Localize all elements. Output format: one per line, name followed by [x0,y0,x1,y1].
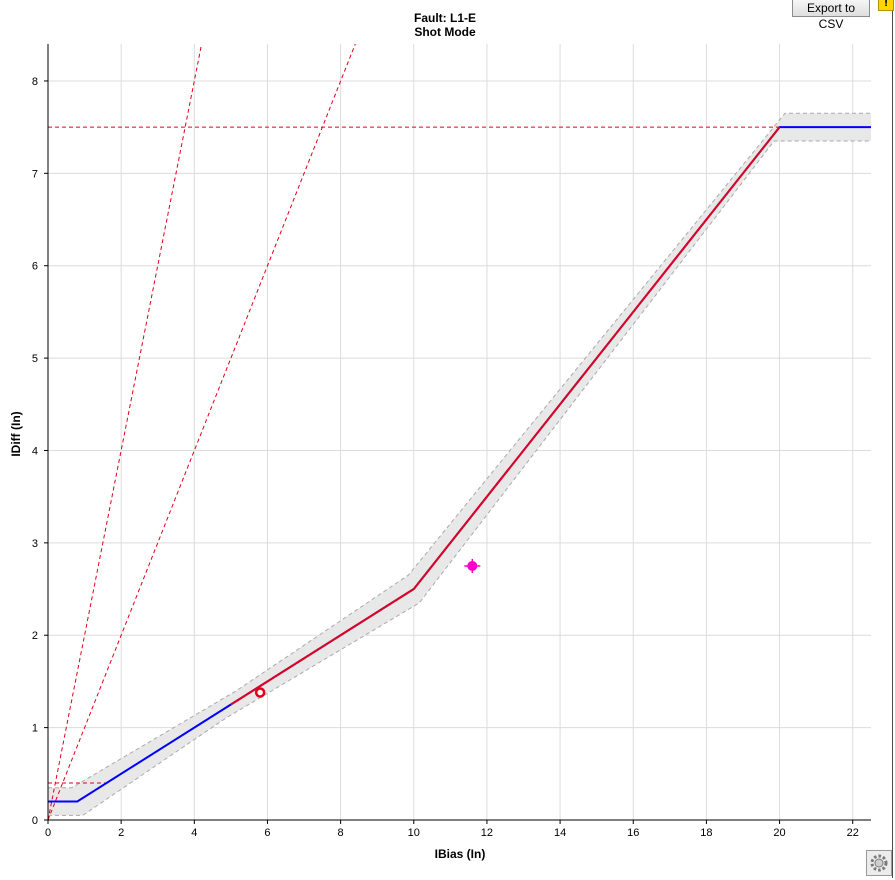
x-tick-label: 6 [264,827,270,839]
x-axis-label: IBias (In) [435,847,486,861]
tolerance-band-lower-edge [48,140,871,816]
y-tick-label: 5 [32,353,38,365]
x-tick-label: 4 [191,827,197,839]
tolerance-band-fill [48,113,871,816]
y-tick-label: 4 [32,445,38,457]
window-edge [892,0,893,878]
y-tick-label: 7 [32,168,38,180]
y-tick-label: 3 [32,538,38,550]
x-tick-label: 14 [554,827,566,839]
x-tick-label: 8 [338,827,344,839]
y-tick-label: 0 [32,815,38,827]
x-tick-label: 18 [700,827,712,839]
test-point-ring [254,687,266,698]
chart-title: Fault: L1-E [414,11,476,25]
export-to-csv-button[interactable]: Export to CSV [792,0,870,31]
settings-button[interactable] [866,850,892,876]
y-tick-label: 1 [32,723,38,735]
test-point-dot [467,560,478,571]
test-point-cross [464,558,481,573]
reference-line [48,44,356,820]
reference-lines [48,44,871,820]
characteristic-line [48,126,871,803]
warning-icon[interactable]: ! [878,0,894,11]
x-tick-label: 0 [45,827,51,839]
y-tick-label: 2 [32,630,38,642]
x-tick-label: 22 [847,827,859,839]
test-points [254,558,481,698]
characteristic-curve [48,126,871,803]
reference-line [48,44,203,820]
highlighted-characteristic-line [230,126,781,706]
tolerance-band-upper-edge [48,112,871,789]
y-tick-label: 8 [32,76,38,88]
x-tick-label: 16 [627,827,639,839]
x-tick-label: 20 [773,827,785,839]
tolerance-band [48,112,871,816]
gear-icon [870,854,888,872]
x-tick-label: 10 [408,827,420,839]
chart-subtitle: Shot Mode [414,25,476,39]
x-tick-label: 2 [118,827,124,839]
x-tick-label: 12 [481,827,493,839]
y-axis-label: IDiff (In) [9,411,23,456]
y-tick-label: 6 [32,261,38,273]
